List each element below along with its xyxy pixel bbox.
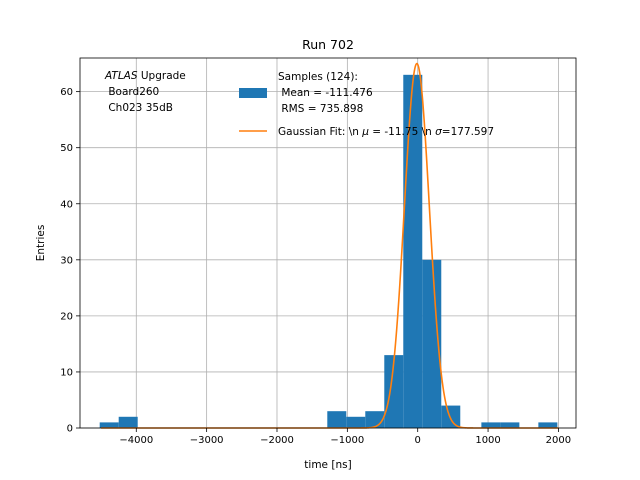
annotation-upgrade: Upgrade: [138, 70, 186, 82]
legend-fit-label: Gaussian Fit: \n μ = -11.75 \n σ=177.597: [278, 126, 494, 138]
legend-fit-part-1: Gaussian Fit: \n: [278, 126, 362, 138]
x-tick-label: −2000: [260, 435, 294, 446]
legend-histogram-line-3: RMS = 735.898: [278, 103, 363, 115]
y-axis-label: Entries: [35, 225, 47, 262]
legend-histogram-line-1: Samples (124):: [278, 71, 358, 83]
x-tick-label: −3000: [190, 435, 224, 446]
x-tick-label: 0: [415, 435, 421, 446]
annotation-atlas: ATLAS: [104, 70, 138, 82]
histogram-bar: [118, 416, 138, 428]
y-tick-label: 60: [60, 87, 73, 98]
legend-fit-sigma: σ: [435, 126, 442, 138]
x-tick-label: 1000: [475, 435, 500, 446]
y-tick-label: 20: [60, 311, 73, 322]
y-tick-label: 50: [60, 143, 73, 154]
histogram-bar: [538, 422, 558, 428]
histogram-bar: [403, 74, 423, 429]
axis-ticks: −4000 −3000 −2000 −1000 0 1000 2000 0 10 20 30 40 50…: [60, 87, 571, 446]
y-tick-label: 30: [60, 255, 73, 266]
chart-title: Run 702: [302, 37, 354, 52]
histogram-bars: [99, 74, 558, 429]
histogram-bar: [441, 405, 461, 428]
legend-fit-part-2: = -11.75 \n: [369, 126, 435, 138]
atlas-annotation: ATLAS Upgrade Board260 Ch023 35dB: [104, 70, 186, 114]
histogram-bar: [346, 416, 366, 428]
histogram-bar: [481, 422, 501, 428]
x-tick-label: −4000: [119, 435, 153, 446]
legend-histogram-swatch: [239, 88, 267, 98]
histogram-bar: [327, 411, 347, 428]
histogram-bar: [384, 355, 404, 428]
legend-fit-mu: μ: [361, 126, 369, 138]
plot-frame: [79, 57, 577, 429]
legend-histogram-line-2: Mean = -111.476: [278, 87, 373, 99]
x-tick-label: −1000: [330, 435, 364, 446]
histogram-bar: [500, 422, 520, 428]
y-tick-label: 10: [60, 367, 73, 378]
annotation-line-1: ATLAS Upgrade: [104, 70, 186, 82]
histogram-bar: [365, 411, 385, 428]
histogram-bar: [99, 422, 119, 428]
x-axis-label: time [ns]: [304, 459, 351, 471]
annotation-line-3: Ch023 35dB: [105, 102, 173, 114]
y-tick-label: 40: [60, 199, 73, 210]
y-tick-label: 0: [67, 424, 73, 435]
x-tick-label: 2000: [546, 435, 571, 446]
annotation-line-2: Board260: [105, 86, 159, 98]
histogram-bar: [422, 259, 442, 428]
legend: Samples (124): Mean = -111.476 RMS = 735…: [239, 71, 494, 138]
legend-fit-part-3: =177.597: [442, 126, 494, 138]
